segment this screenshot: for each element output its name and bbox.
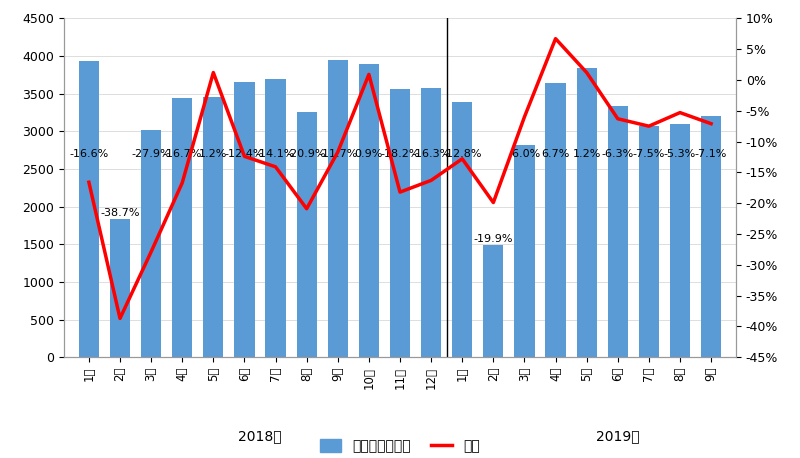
Text: 2019年: 2019年 xyxy=(596,430,639,443)
Bar xyxy=(577,68,597,357)
Text: -7.5%: -7.5% xyxy=(633,149,665,159)
Legend: 出货量（万部）, 同比: 出货量（万部）, 同比 xyxy=(314,434,486,458)
Bar xyxy=(390,89,410,357)
Bar xyxy=(421,87,442,357)
Bar xyxy=(297,112,317,357)
Bar xyxy=(266,79,286,357)
Text: -12.4%: -12.4% xyxy=(225,149,264,159)
Bar xyxy=(172,98,192,357)
Text: -6.0%: -6.0% xyxy=(508,149,541,159)
Bar xyxy=(546,83,566,357)
Bar xyxy=(203,98,223,357)
Bar xyxy=(670,124,690,357)
Bar xyxy=(483,245,503,357)
Bar xyxy=(234,82,254,357)
Text: -27.9%: -27.9% xyxy=(131,149,171,159)
Text: -6.3%: -6.3% xyxy=(602,149,634,159)
Bar xyxy=(452,102,472,357)
Text: -14.1%: -14.1% xyxy=(256,149,295,159)
Text: -5.3%: -5.3% xyxy=(664,149,696,159)
Text: -12.8%: -12.8% xyxy=(442,149,482,159)
Text: -16.6%: -16.6% xyxy=(70,149,109,159)
Bar xyxy=(110,219,130,357)
Text: 1.2%: 1.2% xyxy=(573,149,601,159)
Bar xyxy=(358,64,379,357)
Text: 0.9%: 0.9% xyxy=(354,149,383,159)
Bar xyxy=(78,61,99,357)
Text: 2018年: 2018年 xyxy=(238,430,282,443)
Text: -38.7%: -38.7% xyxy=(100,208,140,218)
Text: 6.7%: 6.7% xyxy=(542,149,570,159)
Bar xyxy=(328,60,348,357)
Text: -20.9%: -20.9% xyxy=(287,149,326,159)
Text: -18.2%: -18.2% xyxy=(380,149,420,159)
Text: -16.3%: -16.3% xyxy=(411,149,450,159)
Text: 1.2%: 1.2% xyxy=(199,149,227,159)
Bar xyxy=(141,130,162,357)
Bar xyxy=(608,106,628,357)
Text: -11.7%: -11.7% xyxy=(318,149,358,159)
Text: -7.1%: -7.1% xyxy=(695,149,727,159)
Text: -16.7%: -16.7% xyxy=(162,149,202,159)
Text: -19.9%: -19.9% xyxy=(474,234,513,244)
Bar xyxy=(701,116,722,357)
Bar xyxy=(514,145,534,357)
Bar xyxy=(638,126,659,357)
